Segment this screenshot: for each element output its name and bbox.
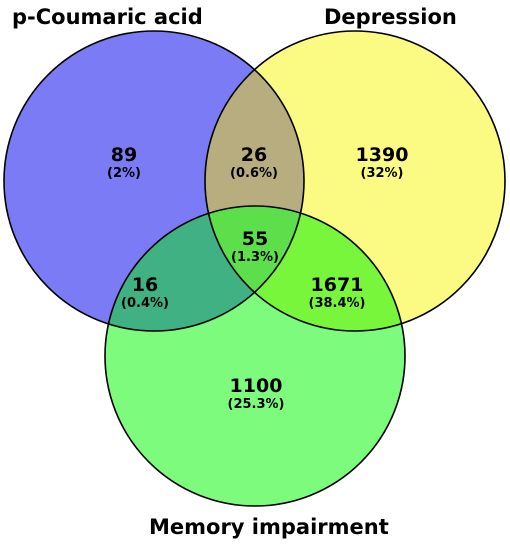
count-b-only: 1390: [356, 144, 409, 166]
outline-memory-impairment: [104, 205, 406, 507]
count-a-only: 89: [111, 144, 137, 166]
count-abc: 55: [242, 228, 268, 250]
region-ac-fill: [105, 206, 304, 331]
outline-p-coumaric-acid: [3, 30, 305, 332]
region-bc-fill: [205, 206, 405, 331]
percent-abc: (1.3%): [231, 250, 279, 265]
percent-c-only: (25.3%): [228, 397, 285, 412]
set-label-depression: Depression: [324, 5, 457, 29]
count-ab: 26: [241, 144, 267, 166]
set-label-memory-impairment: Memory impairment: [149, 515, 389, 539]
percent-a-only: (2%): [107, 166, 141, 181]
outline-depression: [204, 30, 506, 332]
percent-ac: (0.4%): [121, 296, 169, 311]
count-c-only: 1100: [230, 375, 283, 397]
percent-bc: (38.4%): [309, 296, 366, 311]
percent-ab: (0.6%): [230, 166, 278, 181]
count-bc: 1671: [311, 274, 364, 296]
percent-b-only: (32%): [361, 166, 404, 181]
count-ac: 16: [132, 274, 158, 296]
set-label-p-coumaric-acid: p-Coumaric acid: [12, 5, 203, 29]
